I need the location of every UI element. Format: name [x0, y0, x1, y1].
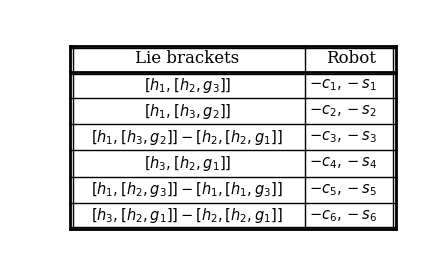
Text: $-c_5,-s_5$: $-c_5,-s_5$	[309, 182, 377, 197]
Text: Robot: Robot	[326, 50, 375, 68]
Text: Lie brackets: Lie brackets	[135, 50, 240, 68]
Text: $-c_4,-s_4$: $-c_4,-s_4$	[309, 156, 377, 171]
Text: $[h_1,[h_2,g_3]]$: $[h_1,[h_2,g_3]]$	[144, 76, 231, 95]
Text: $-c_1,-s_1$: $-c_1,-s_1$	[309, 77, 377, 93]
Text: $-c_2,-s_2$: $-c_2,-s_2$	[309, 103, 377, 119]
Text: $-c_3,-s_3$: $-c_3,-s_3$	[309, 130, 377, 145]
Text: $[h_1,[h_3,g_2]]-[h_2,[h_2,g_1]]$: $[h_1,[h_3,g_2]]-[h_2,[h_2,g_1]]$	[91, 128, 283, 147]
Text: $[h_1,[h_3,g_2]]$: $[h_1,[h_3,g_2]]$	[144, 102, 231, 121]
Text: $[h_1,[h_2,g_3]]-[h_1,[h_1,g_3]]$: $[h_1,[h_2,g_3]]-[h_1,[h_1,g_3]]$	[91, 180, 283, 199]
Text: $[h_3,[h_2,g_1]]$: $[h_3,[h_2,g_1]]$	[144, 154, 231, 173]
Text: $-c_6,-s_6$: $-c_6,-s_6$	[309, 208, 377, 224]
Text: $[h_3,[h_2,g_1]]-[h_2,[h_2,g_1]]$: $[h_3,[h_2,g_1]]-[h_2,[h_2,g_1]]$	[91, 206, 283, 225]
